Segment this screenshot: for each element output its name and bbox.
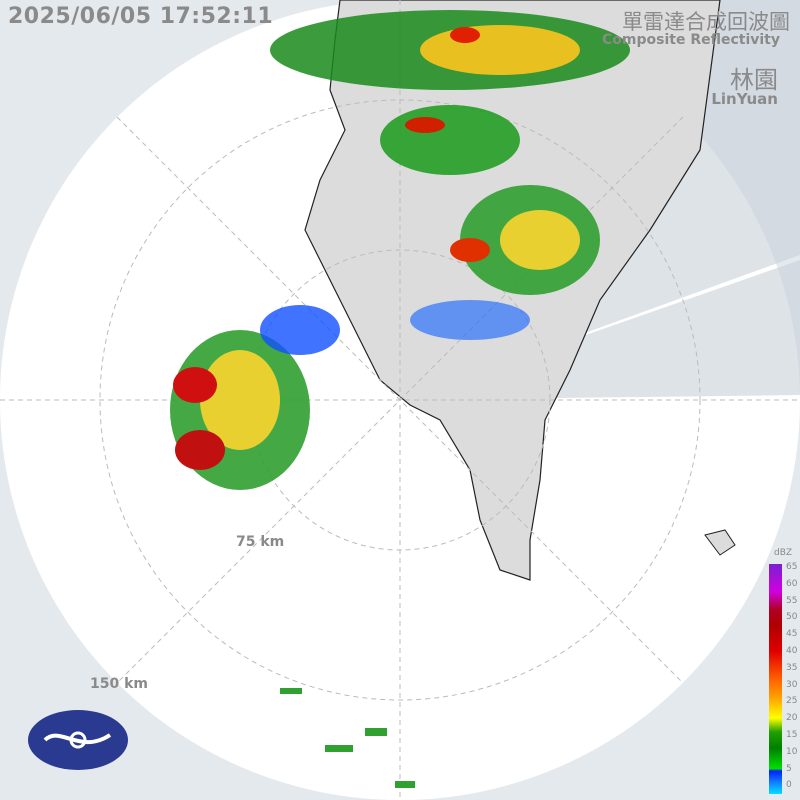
colorbar-tick: 20 — [786, 713, 798, 724]
timestamp: 2025/06/05 17:52:11 — [8, 4, 274, 29]
colorbar-unit: dBZ — [774, 548, 793, 558]
ring-label-75km: 75 km — [236, 534, 285, 550]
site-name-chinese: 林園 — [730, 66, 778, 94]
radar-echoes — [170, 10, 630, 788]
island — [704, 529, 736, 556]
colorbar-tick: 0 — [786, 780, 792, 791]
colorbar-tick: 40 — [786, 646, 798, 656]
colorbar-tick: 60 — [786, 578, 798, 589]
colorbar-tick: 25 — [786, 696, 798, 707]
cwa-logo — [28, 710, 128, 770]
site-name-english: LinYuan — [711, 90, 778, 108]
colorbar-tick: 15 — [786, 730, 798, 740]
colorbar-tick: 30 — [786, 679, 798, 690]
colorbar-tick: 10 — [786, 746, 798, 757]
colorbar-tick: 5 — [786, 763, 792, 774]
colorbar-tick: 35 — [786, 662, 798, 673]
ring-label-150km: 150 km — [90, 676, 148, 692]
colorbar-tick: 45 — [786, 629, 798, 640]
colorbar-tick: 50 — [786, 612, 798, 623]
colorbar-tick: 65 — [786, 562, 798, 572]
title-english: Composite Reflectivity — [602, 32, 780, 48]
colorbar-gradient — [769, 564, 782, 794]
colorbar-tick: 55 — [786, 595, 798, 606]
title-chinese: 單雷達合成回波圖 — [622, 10, 790, 34]
